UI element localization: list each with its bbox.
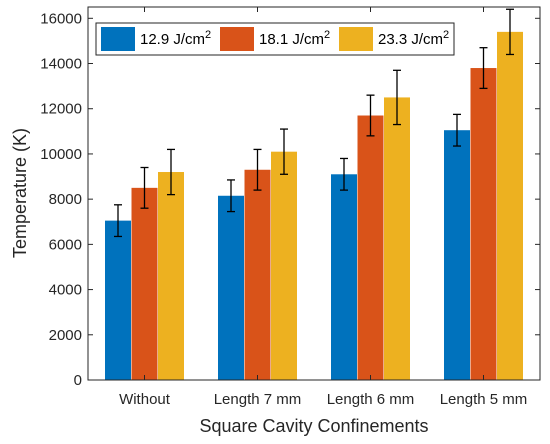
- bar: [271, 151, 297, 380]
- bar: [331, 174, 357, 380]
- bar: [444, 130, 470, 380]
- legend-label: 18.1 J/cm2: [259, 29, 330, 48]
- x-tick-label: Length 5 mm: [440, 391, 528, 408]
- bars-layer: [105, 31, 523, 380]
- bar: [131, 187, 158, 380]
- bar: [497, 31, 523, 380]
- bar: [357, 115, 384, 380]
- y-tick-label: 10000: [40, 146, 82, 163]
- bar: [244, 169, 271, 380]
- y-tick-label: 2000: [49, 327, 82, 344]
- x-tick-label: Length 7 mm: [214, 391, 302, 408]
- legend: 12.9 J/cm2 18.1 J/cm2 23.3 J/cm2: [95, 22, 455, 56]
- x-axis-ticks: Without Length 7 mm Length 6 mm Length 5 mm: [119, 7, 527, 408]
- y-tick-label: 6000: [49, 236, 82, 253]
- legend-swatch: [339, 27, 373, 51]
- y-tick-label: 16000: [40, 10, 82, 27]
- legend-swatch: [220, 27, 254, 51]
- bar: [158, 172, 184, 380]
- legend-label: 12.9 J/cm2: [140, 29, 211, 48]
- y-tick-label: 14000: [40, 56, 82, 73]
- bar: [105, 220, 131, 380]
- error-bars-layer: [114, 8, 514, 238]
- legend-swatch: [101, 27, 135, 51]
- x-tick-label: Without: [119, 391, 171, 408]
- legend-box: [95, 22, 455, 56]
- bar: [384, 97, 410, 380]
- legend-items: 12.9 J/cm2 18.1 J/cm2 23.3 J/cm2: [101, 27, 449, 51]
- legend-label: 23.3 J/cm2: [378, 29, 449, 48]
- y-tick-label: 8000: [49, 191, 82, 208]
- y-axis-ticks: 0 2000 4000 6000 8000 10000 12000 14000 16000: [40, 10, 540, 389]
- x-tick-label: Length 6 mm: [327, 391, 415, 408]
- y-tick-label: 0: [74, 372, 82, 389]
- y-tick-label: 4000: [49, 282, 82, 299]
- x-axis-title: Square Cavity Confinements: [199, 416, 428, 436]
- bar: [470, 68, 497, 380]
- y-axis-title: Temperature (K): [10, 128, 30, 258]
- y-tick-label: 12000: [40, 101, 82, 118]
- bar: [218, 195, 244, 380]
- plot-frame: [87, 6, 541, 381]
